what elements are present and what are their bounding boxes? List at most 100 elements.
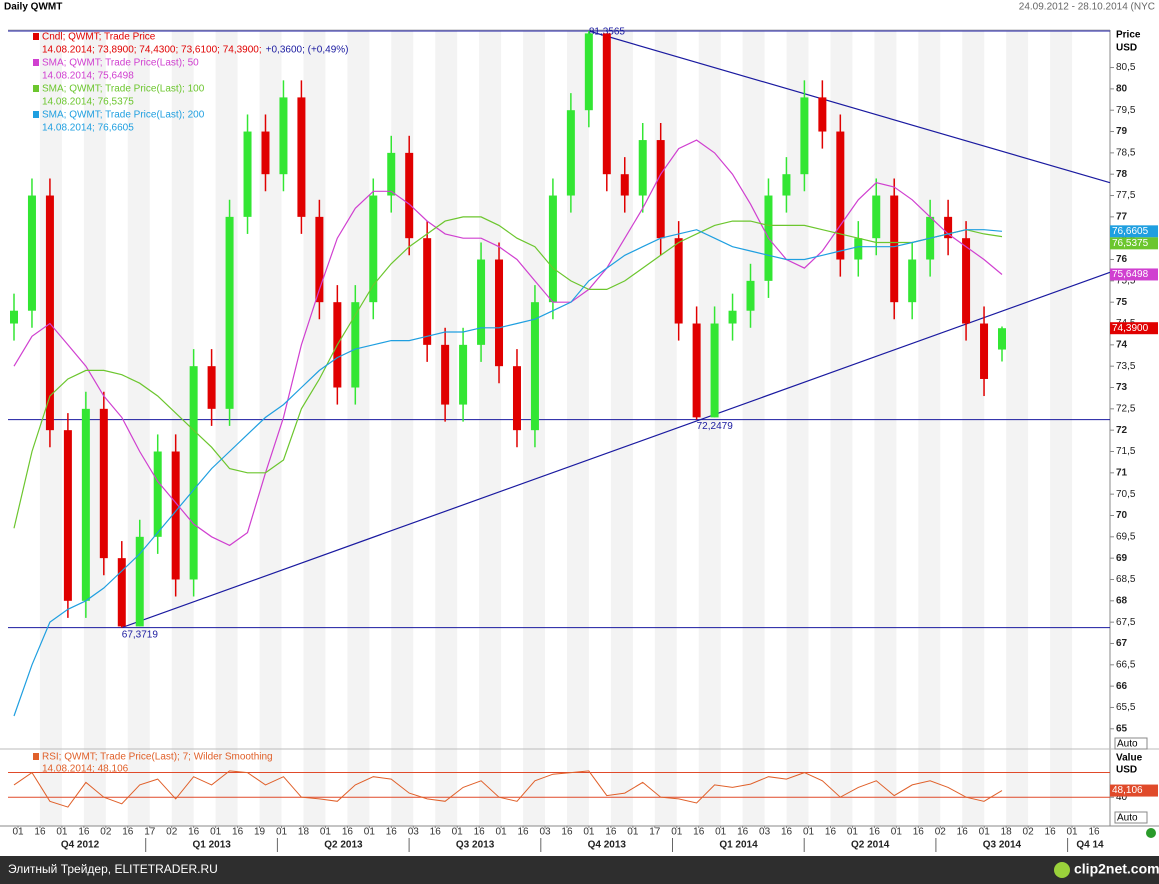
y-tick-label: 71,5: [1116, 446, 1136, 457]
logo-text[interactable]: clip2net.com: [1074, 861, 1159, 877]
candle-body: [10, 310, 18, 324]
logo-icon: [1054, 862, 1070, 878]
stripe: [742, 30, 765, 826]
candle-body: [243, 131, 252, 217]
y-tick-label: 40: [1116, 792, 1128, 803]
x-tick-label: 03: [759, 827, 771, 838]
quarter-label: Q2 2014: [851, 840, 890, 851]
y-tick-label: 66,5: [1116, 659, 1136, 670]
candle-body: [63, 430, 72, 601]
stripe: [874, 30, 897, 826]
x-tick-label: 16: [474, 827, 486, 838]
candle-body: [117, 558, 126, 627]
candle-body: [656, 140, 665, 239]
candle-body: [495, 259, 504, 367]
quarter-label: Q4 2012: [61, 840, 100, 851]
legend-detail: 14.08.2014; 76,6605: [42, 123, 134, 134]
stripe: [962, 30, 985, 826]
chart-title: Daily QWMT: [4, 2, 62, 13]
x-tick-label: 01: [276, 827, 288, 838]
candle-body: [620, 174, 629, 196]
y-tick-label: 65: [1116, 723, 1128, 734]
value-box-label: 74,3900: [1112, 323, 1149, 334]
auto-button-label[interactable]: Auto: [1117, 813, 1138, 824]
x-tick-label: 17: [144, 827, 156, 838]
stripe: [479, 30, 502, 826]
y-tick-label: 78,5: [1116, 148, 1136, 159]
stripe: [786, 30, 809, 826]
candle-body: [530, 302, 539, 431]
y-tick-label: 80,5: [1116, 62, 1136, 73]
quarter-label: Q1 2013: [193, 840, 232, 851]
candle-body: [800, 97, 809, 175]
y-tick-label: 73: [1116, 382, 1128, 393]
candle-body: [674, 238, 683, 324]
value-box-label: 75,6498: [1112, 269, 1149, 280]
x-tick-label: 01: [979, 827, 991, 838]
y-tick-label: 79: [1116, 126, 1128, 137]
x-tick-label: 16: [869, 827, 881, 838]
x-tick-label: 16: [1045, 827, 1057, 838]
candle-body: [962, 238, 971, 324]
sma-line: [13, 229, 1003, 717]
x-tick-label: 01: [671, 827, 683, 838]
stripe: [830, 30, 853, 826]
y-tick-label: 65,5: [1116, 702, 1136, 713]
legend-detail: 14.08.2014; 75,6498: [42, 71, 134, 82]
auto-button-label[interactable]: Auto: [1117, 739, 1138, 750]
date-range: 24.09.2012 - 28.10.2014 (NYC: [1019, 2, 1155, 13]
candle-body: [477, 259, 486, 345]
stripe: [127, 30, 150, 826]
x-tick-label: 01: [715, 827, 727, 838]
x-tick-label: 01: [803, 827, 815, 838]
x-tick-label: 01: [627, 827, 639, 838]
x-tick-label: 01: [210, 827, 222, 838]
stripe: [391, 30, 414, 826]
stripe: [918, 30, 941, 826]
stripe: [610, 30, 633, 826]
x-tick-label: 17: [649, 827, 661, 838]
stripe: [303, 30, 326, 826]
candle-body: [746, 280, 755, 311]
y-tick-label: 76: [1116, 254, 1128, 265]
candle-body: [998, 328, 1006, 350]
x-tick-label: 01: [891, 827, 903, 838]
quarter-label: Q1 2014: [719, 840, 758, 851]
legend-label: SMA; QWMT; Trade Price(Last); 100: [42, 84, 205, 95]
level-label: 81,3565: [589, 27, 626, 38]
y-tick-label: 75: [1116, 297, 1128, 308]
x-tick-label: 16: [825, 827, 837, 838]
x-tick-label: 03: [539, 827, 551, 838]
candle-body: [171, 451, 180, 580]
axis-title: Price: [1116, 30, 1141, 41]
x-tick-label: 01: [364, 827, 376, 838]
y-tick-label: 77,5: [1116, 190, 1136, 201]
candle-body: [153, 451, 162, 537]
x-tick-label: 16: [122, 827, 134, 838]
x-tick-label: 16: [957, 827, 969, 838]
legend-detail: 14.08.2014; 73,8900; 74,4300; 73,6100; 7…: [42, 45, 262, 56]
x-tick-label: 16: [561, 827, 573, 838]
stripe: [1050, 30, 1073, 826]
candle-body: [45, 195, 54, 431]
auto-button[interactable]: [1114, 811, 1148, 824]
x-tick-label: 18: [1001, 827, 1013, 838]
candle-body: [872, 195, 881, 239]
x-tick-label: 16: [430, 827, 442, 838]
candle-body: [836, 131, 845, 260]
stripe: [259, 30, 282, 826]
auto-button[interactable]: [1114, 737, 1148, 750]
stripe: [566, 30, 589, 826]
value-box-label: 76,6605: [1112, 226, 1149, 237]
y-tick-label: 67: [1116, 638, 1128, 649]
quarter-label: Q3 2013: [456, 840, 495, 851]
y-tick-label: 79,5: [1116, 105, 1136, 116]
y-tick-label: 69: [1116, 553, 1128, 564]
candle-body: [279, 97, 288, 175]
sma-line: [13, 139, 1003, 547]
x-tick-label: 16: [737, 827, 749, 838]
legend-change: +0,3600; (+0,49%): [266, 45, 349, 56]
x-tick-label: 16: [605, 827, 617, 838]
candle-body: [387, 152, 396, 196]
